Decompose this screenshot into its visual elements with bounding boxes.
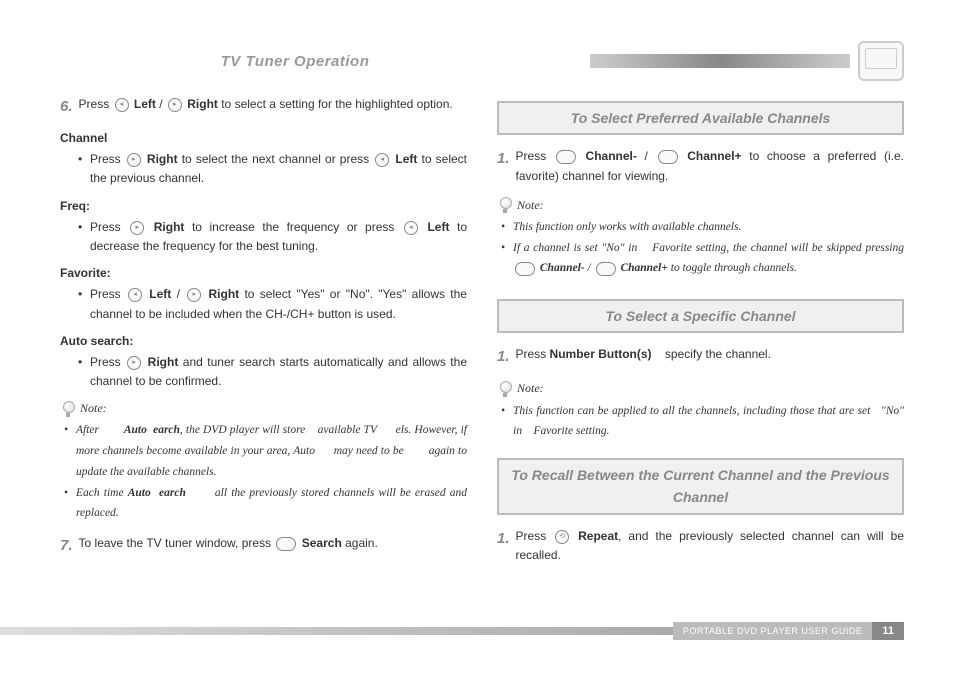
- repeat-icon: ⟲: [555, 530, 569, 544]
- step-number: 1.: [497, 345, 510, 369]
- left-icon: ◂: [404, 221, 418, 235]
- step-6: 6. Press ◂ Left / ▸ Right to select a se…: [60, 95, 467, 119]
- header-stripe: [590, 54, 850, 68]
- footer-bar: PORTABLE DVD PLAYER USER GUIDE 11: [0, 621, 954, 641]
- sec1-step: 1. Press Channel- / Channel+ to choose a…: [497, 147, 904, 185]
- freq-bullet: •Press ▸ Right to increase the frequency…: [78, 218, 467, 256]
- note-label: Note:: [517, 196, 544, 215]
- footer-page: 11: [872, 622, 904, 640]
- note-item: •This function only works with available…: [501, 217, 904, 238]
- right-icon: ▸: [187, 288, 201, 302]
- note-item: •Each time Auto earch all the previously…: [64, 483, 467, 524]
- channel-bullet: •Press ▸ Right to select the next channe…: [78, 150, 467, 188]
- left-icon: ◂: [128, 288, 142, 302]
- step-text: Press ⟲ Repeat, and the previously selec…: [516, 527, 904, 565]
- note-block: Note: •This function only works with ava…: [497, 196, 904, 279]
- chplus-icon: [658, 150, 678, 164]
- chminus-icon: [556, 150, 576, 164]
- step-number: 1.: [497, 527, 510, 565]
- chminus-icon: [515, 262, 535, 276]
- footer-label: PORTABLE DVD PLAYER USER GUIDE: [673, 622, 873, 640]
- chplus-icon: [596, 262, 616, 276]
- content: 6. Press ◂ Left / ▸ Right to select a se…: [60, 95, 904, 575]
- note-item: •After Auto earch, the DVD player will s…: [64, 420, 467, 482]
- right-icon: ▸: [168, 98, 182, 112]
- page-title: TV Tuner Operation: [0, 53, 590, 70]
- bulb-icon: [497, 197, 513, 213]
- channel-heading: Channel: [60, 129, 467, 148]
- left-icon: ◂: [115, 98, 129, 112]
- right-icon: ▸: [127, 153, 141, 167]
- note-item: •If a channel is set "No" in Favorite se…: [501, 238, 904, 279]
- step-text: Press Number Button(s) specify the chann…: [516, 345, 904, 369]
- step-number: 6.: [60, 95, 73, 119]
- sec3-step: 1. Press ⟲ Repeat, and the previously se…: [497, 527, 904, 565]
- section-header: To Select Preferred Available Channels: [497, 101, 904, 135]
- note-block: Note: •This function can be applied to a…: [497, 379, 904, 442]
- note-label: Note:: [517, 379, 544, 398]
- section-header: To Recall Between the Current Channel an…: [497, 458, 904, 515]
- step-7: 7. To leave the TV tuner window, press S…: [60, 534, 467, 558]
- left-icon: ◂: [375, 153, 389, 167]
- note-block: Note: •After Auto earch, the DVD player …: [60, 399, 467, 524]
- step-number: 7.: [60, 534, 73, 558]
- step-text: Press ◂ Left / ▸ Right to select a setti…: [79, 95, 467, 119]
- step-text: To leave the TV tuner window, press Sear…: [79, 534, 467, 558]
- footer-stripe: [0, 627, 673, 635]
- freq-heading: Freq:: [60, 197, 467, 216]
- header-bar: TV Tuner Operation: [0, 50, 954, 72]
- favorite-bullet: •Press ◂ Left / ▸ Right to select "Yes" …: [78, 285, 467, 323]
- device-icon: [858, 41, 904, 81]
- right-column: To Select Preferred Available Channels 1…: [497, 95, 904, 575]
- favorite-heading: Favorite:: [60, 264, 467, 283]
- right-icon: ▸: [130, 221, 144, 235]
- step-text: Press Channel- / Channel+ to choose a pr…: [516, 147, 904, 185]
- section-header: To Select a Specific Channel: [497, 299, 904, 333]
- step-number: 1.: [497, 147, 510, 185]
- note-item: •This function can be applied to all the…: [501, 401, 904, 442]
- autosearch-heading: Auto search:: [60, 332, 467, 351]
- right-icon: ▸: [127, 356, 141, 370]
- search-icon: [276, 537, 296, 551]
- note-label: Note:: [80, 399, 107, 418]
- left-column: 6. Press ◂ Left / ▸ Right to select a se…: [60, 95, 467, 575]
- autosearch-bullet: •Press ▸ Right and tuner search starts a…: [78, 353, 467, 391]
- bulb-icon: [497, 381, 513, 397]
- sec2-step: 1. Press Number Button(s) specify the ch…: [497, 345, 904, 369]
- bulb-icon: [60, 401, 76, 417]
